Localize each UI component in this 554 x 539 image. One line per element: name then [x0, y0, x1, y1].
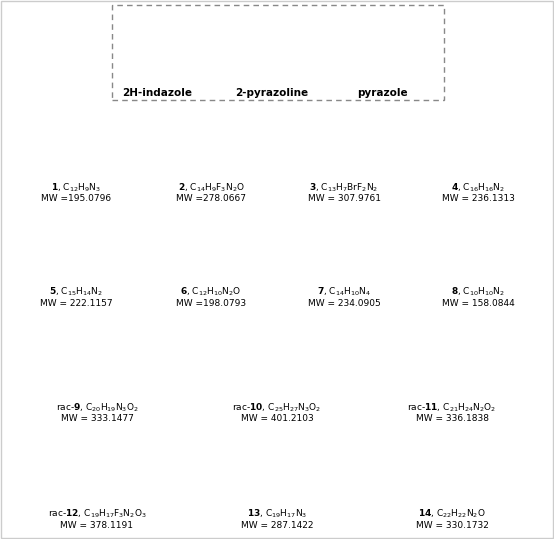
Text: $\bf{3}$, C$_{13}$H$_{7}$BrF$_{2}$N$_{2}$: $\bf{3}$, C$_{13}$H$_{7}$BrF$_{2}$N$_{2}…	[309, 181, 379, 194]
FancyBboxPatch shape	[112, 5, 444, 100]
Text: $\bf{7}$, C$_{14}$H$_{10}$N$_{4}$: $\bf{7}$, C$_{14}$H$_{10}$N$_{4}$	[317, 286, 371, 299]
Text: MW =278.0667: MW =278.0667	[176, 194, 246, 203]
Text: 2H-indazole: 2H-indazole	[122, 88, 192, 98]
Text: rac-$\bf{12}$, C$_{19}$H$_{17}$F$_{3}$N$_{2}$O$_{3}$: rac-$\bf{12}$, C$_{19}$H$_{17}$F$_{3}$N$…	[48, 508, 146, 521]
Text: MW = 236.1313: MW = 236.1313	[442, 194, 515, 203]
Text: rac-$\bf{10}$, C$_{25}$H$_{27}$N$_{3}$O$_{2}$: rac-$\bf{10}$, C$_{25}$H$_{27}$N$_{3}$O$…	[233, 401, 321, 413]
Text: $\bf{8}$, C$_{10}$H$_{10}$N$_{2}$: $\bf{8}$, C$_{10}$H$_{10}$N$_{2}$	[451, 286, 505, 299]
Text: MW =195.0796: MW =195.0796	[41, 194, 111, 203]
Text: MW = 222.1157: MW = 222.1157	[40, 299, 112, 308]
Text: $\bf{4}$, C$_{16}$H$_{16}$N$_{2}$: $\bf{4}$, C$_{16}$H$_{16}$N$_{2}$	[451, 181, 505, 194]
Text: MW = 307.9761: MW = 307.9761	[307, 194, 381, 203]
Text: MW = 234.0905: MW = 234.0905	[307, 299, 381, 308]
Text: MW = 333.1477: MW = 333.1477	[60, 414, 134, 423]
Text: MW =198.0793: MW =198.0793	[176, 299, 246, 308]
Text: $\bf{14}$, C$_{22}$H$_{22}$N$_{2}$O: $\bf{14}$, C$_{22}$H$_{22}$N$_{2}$O	[418, 508, 486, 521]
Text: rac-$\bf{11}$, C$_{21}$H$_{24}$N$_{2}$O$_{2}$: rac-$\bf{11}$, C$_{21}$H$_{24}$N$_{2}$O$…	[407, 401, 496, 413]
Text: MW = 287.1422: MW = 287.1422	[241, 521, 313, 530]
Text: $\bf{5}$, C$_{15}$H$_{14}$N$_{2}$: $\bf{5}$, C$_{15}$H$_{14}$N$_{2}$	[49, 286, 103, 299]
Text: $\bf{2}$, C$_{14}$H$_{9}$F$_{3}$N$_{2}$O: $\bf{2}$, C$_{14}$H$_{9}$F$_{3}$N$_{2}$O	[178, 181, 244, 194]
Text: $\bf{6}$, C$_{12}$H$_{10}$N$_{2}$O: $\bf{6}$, C$_{12}$H$_{10}$N$_{2}$O	[181, 286, 242, 299]
Text: $\bf{1}$, C$_{12}$H$_{9}$N$_{3}$: $\bf{1}$, C$_{12}$H$_{9}$N$_{3}$	[51, 181, 101, 194]
Text: $\bf{13}$, C$_{19}$H$_{17}$N$_{3}$: $\bf{13}$, C$_{19}$H$_{17}$N$_{3}$	[247, 508, 307, 521]
Text: rac-$\bf{9}$, C$_{20}$H$_{19}$N$_{3}$O$_{2}$: rac-$\bf{9}$, C$_{20}$H$_{19}$N$_{3}$O$_…	[55, 401, 138, 413]
Text: MW = 158.0844: MW = 158.0844	[442, 299, 514, 308]
Text: MW = 401.2103: MW = 401.2103	[240, 414, 314, 423]
Text: MW = 330.1732: MW = 330.1732	[416, 521, 489, 530]
Text: MW = 336.1838: MW = 336.1838	[416, 414, 489, 423]
Text: MW = 378.1191: MW = 378.1191	[60, 521, 134, 530]
Text: pyrazole: pyrazole	[357, 88, 407, 98]
Text: 2-pyrazoline: 2-pyrazoline	[235, 88, 309, 98]
